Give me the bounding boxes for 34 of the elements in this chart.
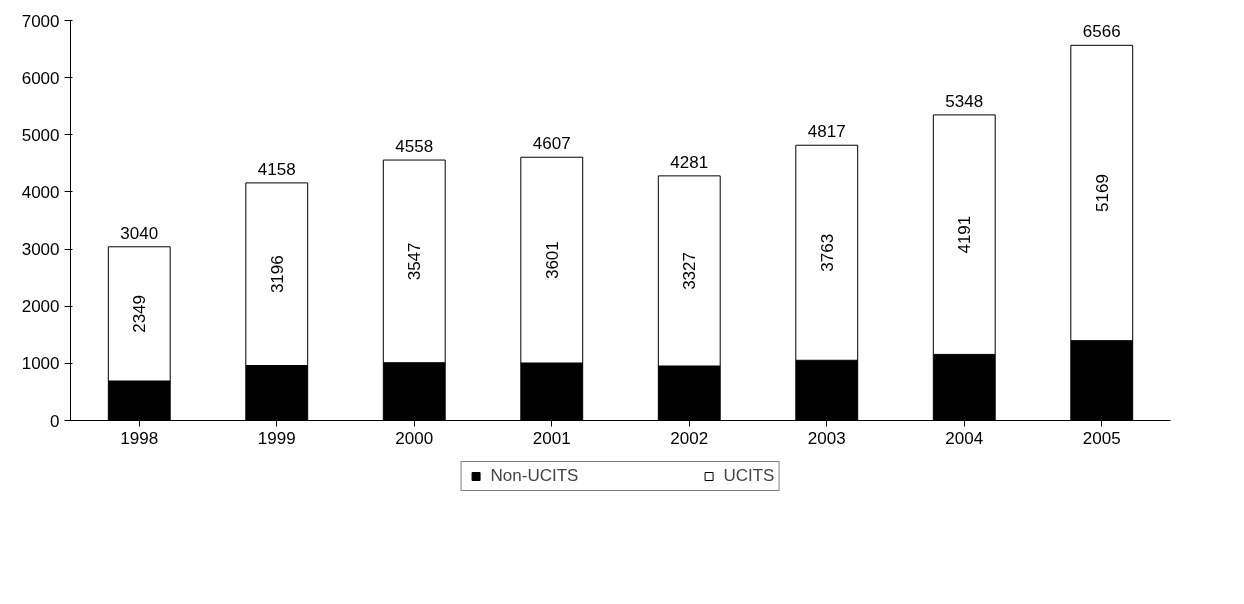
data-label: 3547 bbox=[405, 242, 425, 281]
y-tick-label: 7000 bbox=[21, 11, 60, 31]
total-label: 4158 bbox=[257, 159, 296, 179]
x-tick-label: 2005 bbox=[1082, 428, 1121, 448]
y-tick-label: 4000 bbox=[21, 182, 60, 202]
data-label: 4191 bbox=[955, 215, 975, 254]
y-tick-label: 6000 bbox=[21, 68, 60, 88]
legend-label: UCITS bbox=[723, 466, 775, 486]
total-label: 4558 bbox=[395, 137, 434, 157]
x-tick-label: 1998 bbox=[120, 428, 159, 448]
x-tick-label: 2003 bbox=[807, 428, 846, 448]
x-tick-label: 2001 bbox=[532, 428, 571, 448]
total-label: 4817 bbox=[807, 122, 846, 142]
total-label: 4607 bbox=[532, 134, 571, 154]
total-label: 4281 bbox=[670, 152, 709, 172]
data-label: 5169 bbox=[1092, 174, 1112, 212]
y-tick-label: 1000 bbox=[21, 354, 60, 374]
data-label: 3327 bbox=[680, 252, 700, 290]
data-label: 2349 bbox=[130, 294, 150, 333]
total-label: 6566 bbox=[1082, 22, 1121, 42]
x-tick-label: 1999 bbox=[257, 428, 296, 448]
data-label: 3196 bbox=[267, 255, 287, 294]
total-label: 5348 bbox=[945, 91, 984, 111]
x-tick-label: 2000 bbox=[395, 428, 434, 448]
data-label: 3763 bbox=[817, 233, 837, 272]
legend-label: Non-UCITS bbox=[490, 466, 579, 486]
y-tick-label: 5000 bbox=[21, 125, 60, 145]
x-tick-label: 2002 bbox=[670, 428, 709, 448]
total-label: 3040 bbox=[120, 223, 159, 243]
x-tick-label: 2004 bbox=[945, 428, 984, 448]
y-tick-label: 3000 bbox=[21, 240, 60, 260]
y-tick-label: 0 bbox=[50, 411, 60, 431]
data-label: 3601 bbox=[542, 241, 562, 280]
y-tick-label: 2000 bbox=[21, 297, 60, 317]
